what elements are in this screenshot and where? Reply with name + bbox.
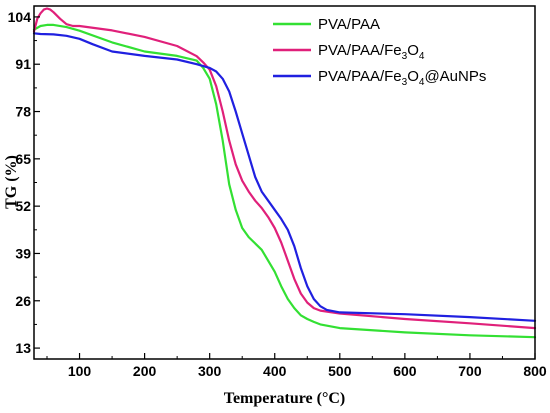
y-tick-label: 26 [15,293,31,309]
series-line-3 [32,32,537,322]
x-tick-label: 800 [523,363,547,379]
y-tick-label: 52 [15,198,31,214]
legend-label: PVA/PAA/Fe3O4@AuNPs [318,68,486,88]
series-line-1 [32,23,537,339]
x-tick-label: 200 [133,363,157,379]
y-axis-ticks: 13 26 39 52 65 78 91 104 [8,9,40,356]
y-tick-label: 39 [15,245,31,261]
y-tick-label: 104 [8,9,32,25]
plot-frame [33,5,536,360]
legend-label: PVA/PAA [318,16,380,33]
x-tick-label: 300 [198,363,222,379]
legend-label: PVA/PAA/Fe3O4 [318,42,425,62]
series-line-2 [32,7,537,330]
x-tick-label: 400 [263,363,287,379]
y-tick-label: 65 [15,151,31,167]
y-tick-label: 78 [15,104,31,120]
legend: PVA/PAA PVA/PAA/Fe3O4 PVA/PAA/Fe3O4@AuNPs [273,16,486,88]
y-tick-label: 91 [15,56,31,72]
series-curves [32,7,537,339]
y-axis-title: TG (%) [3,155,20,209]
x-axis-title: Temperature (°C) [224,390,345,407]
x-tick-label: 600 [393,363,417,379]
x-tick-label: 700 [458,363,482,379]
x-axis-ticks: 100 200 300 400 500 600 700 800 [46,353,547,379]
y-tick-label: 13 [15,340,31,356]
x-tick-label: 100 [68,363,92,379]
x-tick-label: 500 [328,363,352,379]
